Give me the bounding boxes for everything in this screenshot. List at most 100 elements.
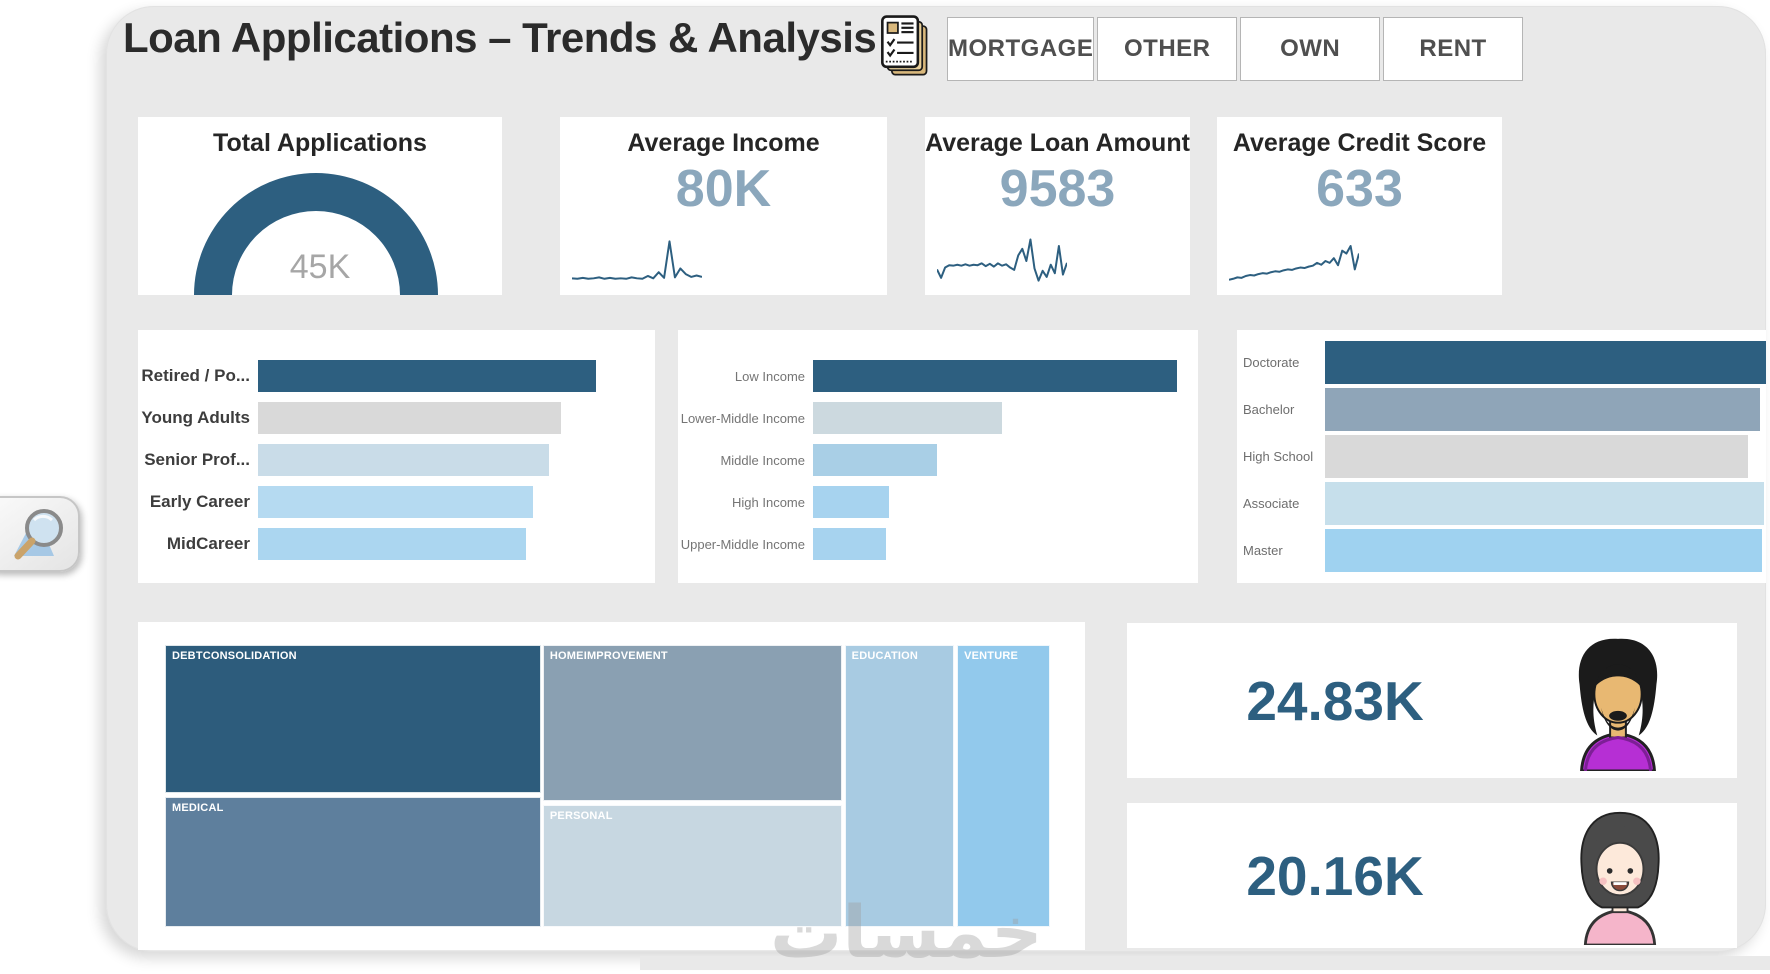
category-label: Upper-Middle Income	[680, 536, 805, 552]
bar-track	[813, 444, 1177, 476]
category-label: Low Income	[734, 368, 805, 384]
kpi-title: Total Applications	[213, 129, 427, 157]
category-label: Associate	[1243, 496, 1300, 511]
bar-track	[813, 360, 1177, 392]
average-credit-score-card: Average Credit Score 633	[1217, 117, 1502, 295]
income-sparkline	[572, 235, 702, 287]
bar-row: Retired / Po...	[138, 360, 655, 392]
slicer-button-other[interactable]: OTHER	[1097, 17, 1238, 81]
bar[interactable]	[1325, 482, 1764, 525]
bar-row: Master	[1237, 529, 1766, 572]
bar-track	[258, 444, 596, 476]
bar[interactable]	[813, 486, 890, 518]
female-value: 20.16K	[1246, 844, 1424, 907]
bar[interactable]	[258, 486, 534, 518]
treemap-cell-label: PERSONAL	[549, 809, 613, 822]
bottom-strip	[640, 956, 1770, 970]
treemap-cell-label: DEBTCONSOLIDATION	[172, 650, 297, 662]
category-label: Master	[1243, 543, 1283, 558]
kpi-value: 633	[1316, 160, 1403, 218]
treemap-cell-label: HOMEIMPROVEMENT	[549, 650, 668, 662]
category-label: High Income	[732, 494, 805, 510]
male-value: 24.83K	[1246, 669, 1424, 732]
bar[interactable]	[1325, 435, 1749, 478]
bar[interactable]	[813, 360, 1177, 392]
treemap-cell[interactable]: VENTURE	[957, 645, 1050, 927]
bar-row: Middle Income	[678, 444, 1198, 476]
male-avatar-icon	[1578, 638, 1658, 771]
bar-track	[1325, 341, 1766, 384]
bar[interactable]	[1325, 388, 1760, 431]
loan-sparkline	[937, 235, 1067, 287]
bar-track	[1325, 529, 1766, 572]
loan-purpose-treemap: DEBTCONSOLIDATION MEDICAL HOMEIMPROVEMENT P…	[165, 645, 1050, 927]
average-income-card: Average Income 80K	[560, 117, 887, 295]
watermark-text: خمسات	[770, 890, 1043, 974]
bar-row: Low Income	[678, 360, 1198, 392]
bar-track	[813, 402, 1177, 434]
magnifier-logo	[0, 496, 80, 572]
treemap-cell[interactable]: HOMEIMPROVEMENT	[542, 645, 843, 801]
bar[interactable]	[258, 360, 596, 392]
treemap-cell[interactable]: MEDICAL	[165, 796, 542, 927]
bar-row: High School	[1237, 435, 1766, 478]
bar-track	[813, 486, 1177, 518]
bar-row: Young Adults	[138, 402, 655, 434]
bar[interactable]	[1325, 529, 1762, 572]
category-label: Retired / Po...	[141, 366, 250, 385]
education-bar-chart: Doctorate Bachelor High School Associate Mas…	[1237, 330, 1766, 583]
female-avatar-icon	[1580, 811, 1660, 945]
slicer-button-own[interactable]: OWN	[1240, 17, 1381, 81]
category-label: Lower-Middle Income	[680, 410, 805, 426]
bar-track	[258, 528, 596, 560]
treemap-cell-label: EDUCATION	[851, 650, 919, 662]
bar[interactable]	[258, 402, 561, 434]
bar-row: Senior Prof...	[138, 444, 655, 476]
bar-row: Associate	[1237, 482, 1766, 525]
category-label: Middle Income	[720, 452, 805, 468]
bar-track	[258, 360, 596, 392]
bar-row: MidCareer	[138, 528, 655, 560]
bar-track	[1325, 388, 1766, 431]
slicer-button-mortgage[interactable]: MORTGAGE	[947, 17, 1095, 81]
category-label: MidCareer	[166, 534, 250, 553]
category-label: Bachelor	[1243, 402, 1295, 417]
kpi-value: 9583	[999, 160, 1116, 218]
page-title: Loan Applications – Trends & Analysis	[123, 14, 877, 61]
bar-row: Lower-Middle Income	[678, 402, 1198, 434]
slicer-button-group: MORTGAGE OTHER OWN RENT	[947, 17, 1523, 81]
loan-purpose-treemap-panel: DEBTCONSOLIDATION MEDICAL HOMEIMPROVEMENT P…	[138, 622, 1085, 950]
bar-track	[1325, 435, 1766, 478]
category-label: Doctorate	[1243, 355, 1300, 370]
bar-row: Upper-Middle Income	[678, 528, 1198, 560]
bar-row: Doctorate	[1237, 341, 1766, 384]
bar[interactable]	[258, 528, 527, 560]
bar-row: Bachelor	[1237, 388, 1766, 431]
gauge-value: 45K	[289, 248, 351, 286]
gauge-chart	[194, 173, 438, 295]
bar-track	[1325, 482, 1766, 525]
bar[interactable]	[813, 528, 886, 560]
treemap-cell[interactable]: DEBTCONSOLIDATION	[165, 645, 542, 794]
slicer-button-rent[interactable]: RENT	[1383, 17, 1523, 81]
age-group-bar-chart: Retired / Po... Young Adults Senior Prof..…	[138, 330, 655, 583]
treemap-cell[interactable]: EDUCATION	[844, 645, 955, 927]
kpi-title: Average Credit Score	[1232, 129, 1487, 157]
total-applications-card: Total Applications 45K	[138, 117, 502, 295]
bar[interactable]	[258, 444, 550, 476]
credit-sparkline	[1229, 235, 1359, 287]
category-label: High School	[1243, 449, 1314, 464]
treemap-cell-label: VENTURE	[964, 650, 1019, 662]
female-applications-card: 20.16K	[1127, 803, 1737, 948]
bar[interactable]	[813, 444, 937, 476]
bar[interactable]	[813, 402, 1003, 434]
checklist-clipboard-icon	[878, 13, 930, 79]
kpi-title: Average Income	[627, 129, 820, 157]
bar-row: Early Career	[138, 486, 655, 518]
bar[interactable]	[1325, 341, 1766, 384]
treemap-cell[interactable]: PERSONAL	[542, 804, 843, 927]
average-loan-amount-card: Average Loan Amount 9583	[925, 117, 1190, 295]
category-label: Early Career	[149, 492, 250, 511]
bar-track	[258, 486, 596, 518]
category-label: Young Adults	[141, 408, 250, 427]
